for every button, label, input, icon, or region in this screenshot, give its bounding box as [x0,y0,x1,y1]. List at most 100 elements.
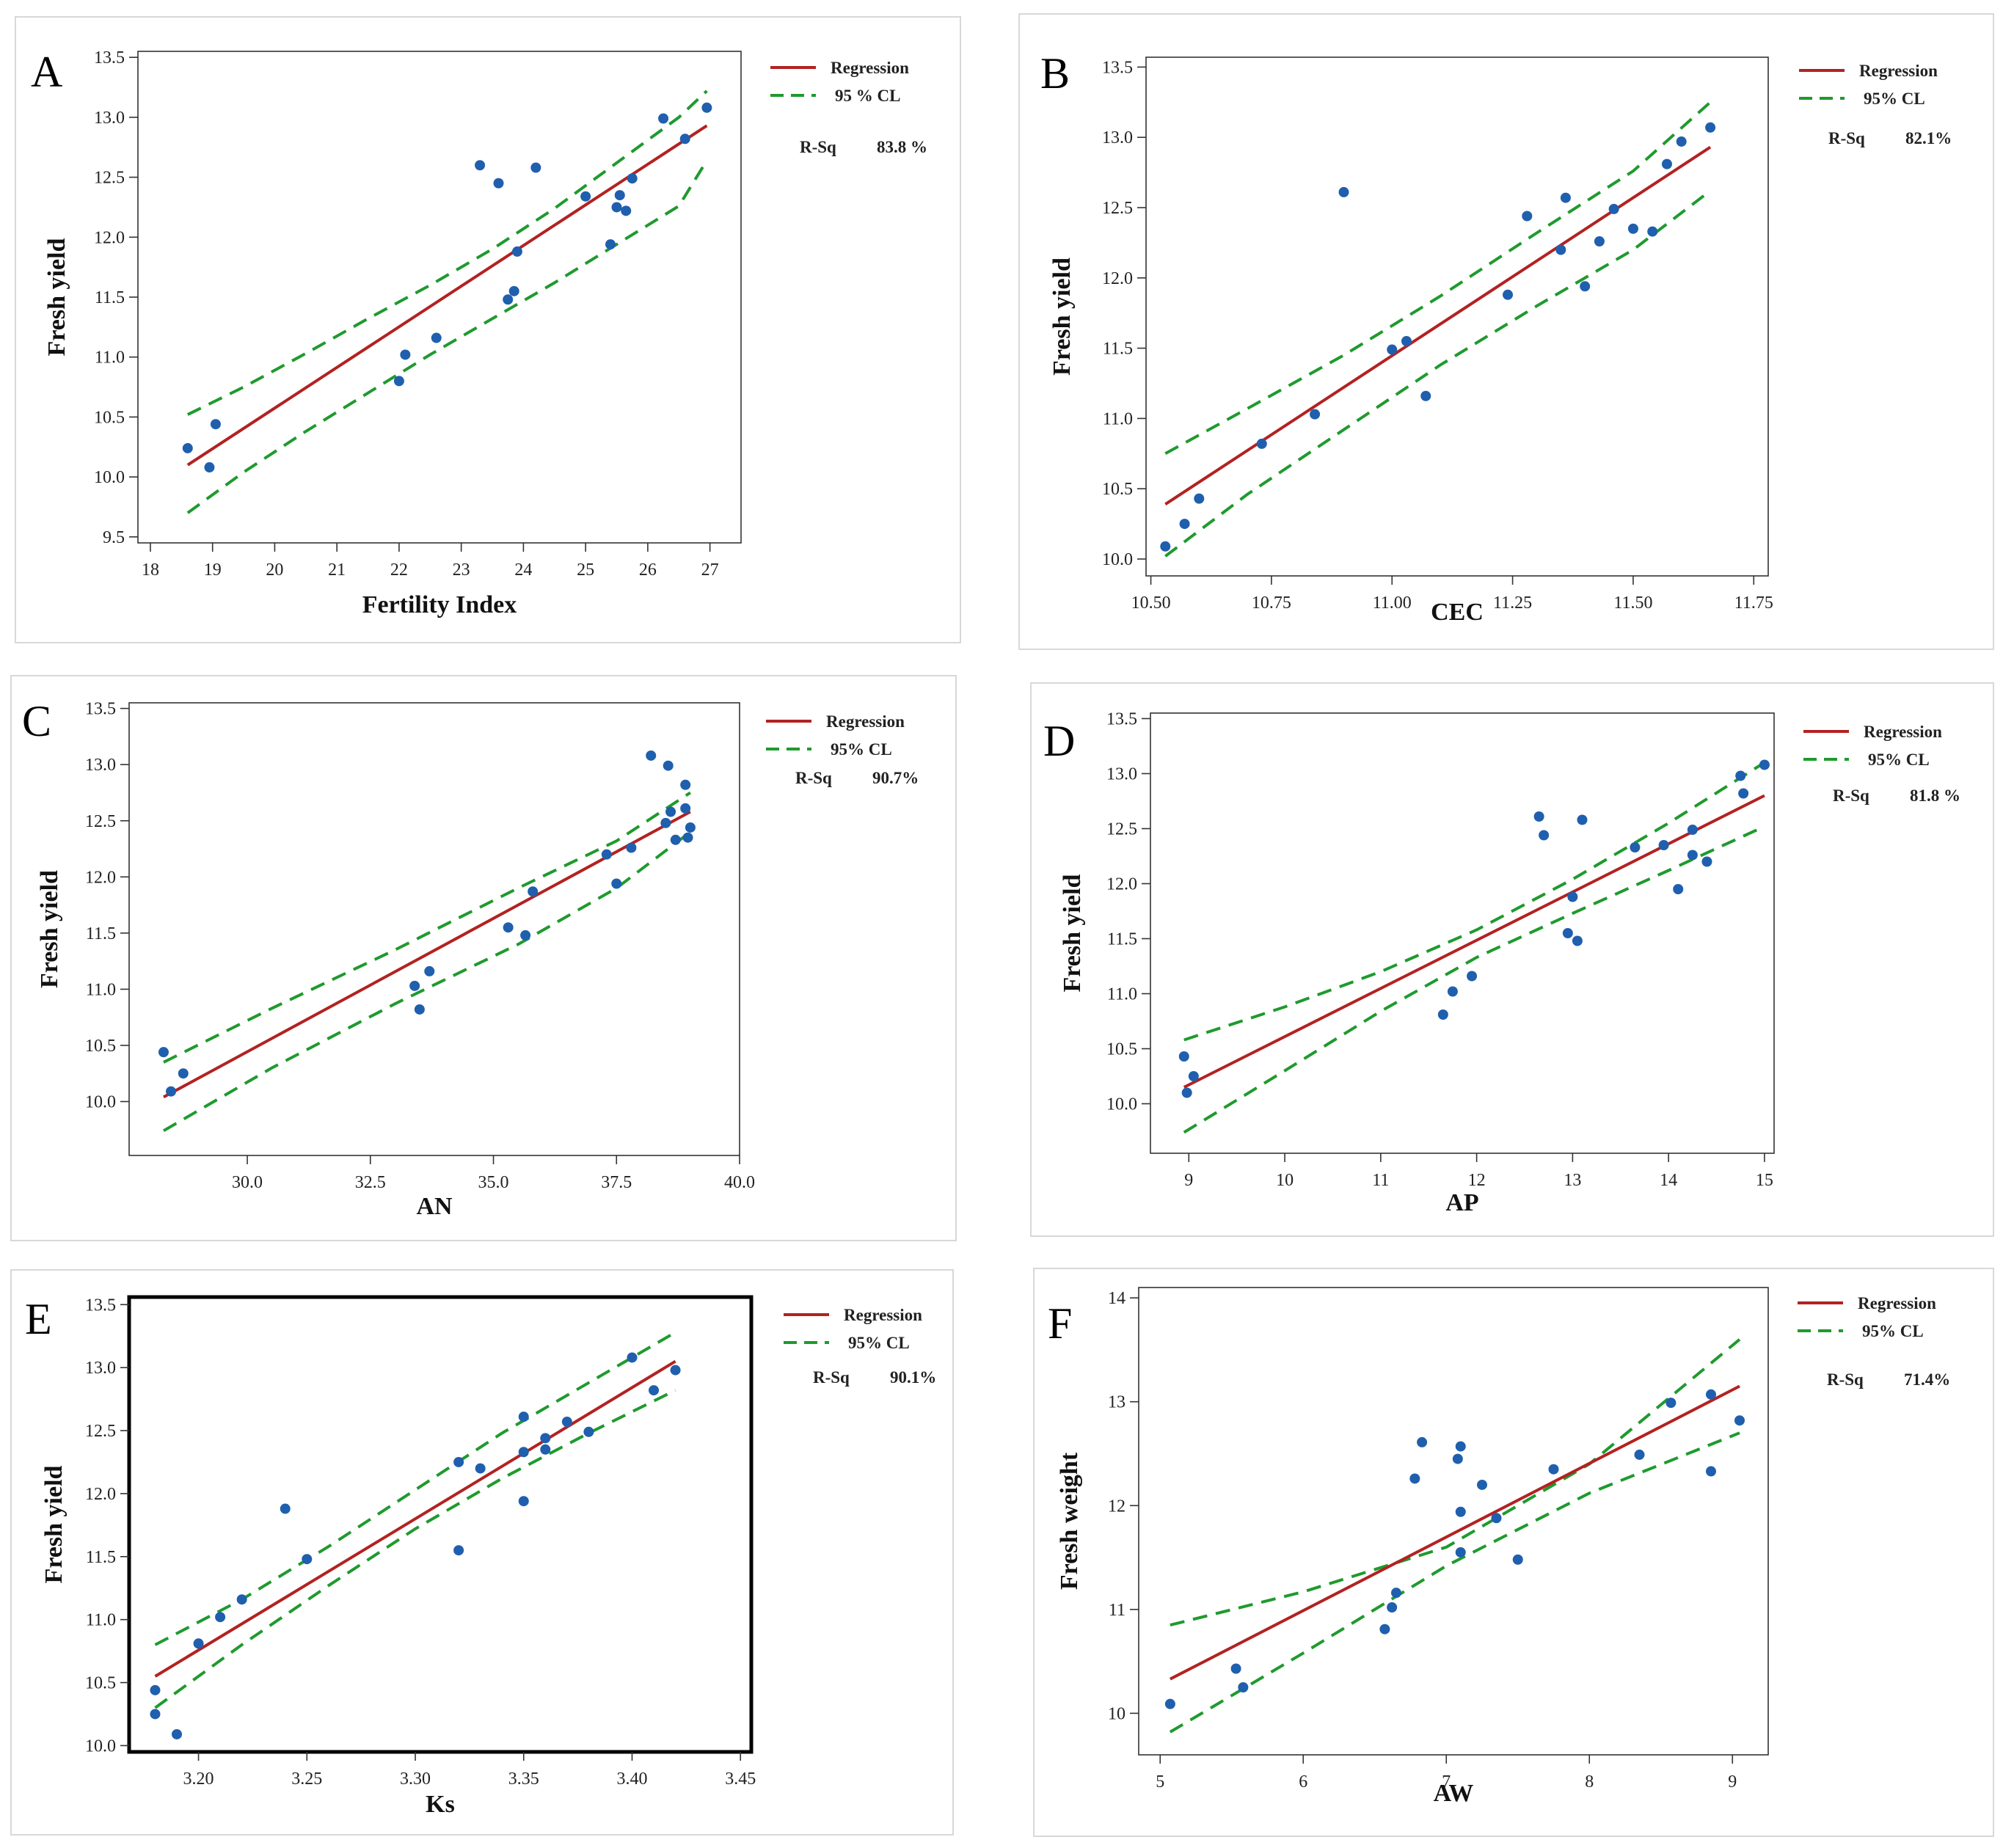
data-point [204,462,215,473]
data-point [236,1594,247,1605]
data-point [540,1433,551,1444]
data-point [1160,541,1171,552]
data-point [530,162,541,173]
data-point [670,834,681,845]
x-tick-label: 32.5 [355,1173,386,1192]
panel-letter-c: C [22,697,51,745]
data-point [621,205,632,216]
x-tick-label: 20 [266,560,283,580]
data-point [1178,1051,1189,1062]
y-tick-label: 13.0 [85,1359,116,1378]
y-tick-label: 12.0 [1106,875,1137,894]
x-tick-label: 40.0 [724,1173,755,1192]
data-point [701,102,712,113]
data-point [670,1365,681,1376]
y-tick-label: 10.0 [94,468,125,487]
regression-line-a [186,124,708,467]
data-point [1706,1466,1716,1477]
data-point [424,965,435,976]
data-point [583,1426,594,1437]
data-point [215,1612,226,1623]
data-point [1594,235,1605,246]
data-point [1577,814,1588,825]
data-point [1401,336,1412,347]
data-point [682,832,693,843]
legend-regression-label-c: Regression [826,712,905,731]
data-point [1387,1602,1398,1613]
x-tick-label: 37.5 [601,1173,632,1192]
x-tick-label: 9 [1184,1171,1193,1190]
data-point [1539,830,1550,841]
y-tick-label: 10.5 [85,1674,116,1693]
data-point [1391,1588,1401,1599]
y-tick-label: 13.5 [94,48,125,67]
data-point [614,190,625,201]
y-tick-label: 13.5 [85,1296,116,1315]
legend-regression-label-a: Regression [831,59,909,77]
y-tick-label: 11.0 [86,980,116,999]
data-point [1647,226,1658,237]
y-tick-label: 11.5 [95,288,125,307]
cl-lower-line-b [1164,189,1712,558]
data-point [475,160,486,171]
x-tick-label: 3.40 [616,1770,647,1789]
y-tick-label: 10.5 [1102,480,1133,499]
data-point [453,1545,464,1556]
x-tick-label: 27 [701,560,719,580]
data-point [685,822,696,833]
data-point [1238,1681,1249,1692]
x-tick-label: 11.00 [1373,594,1412,613]
y-tick-label: 12.5 [1106,820,1137,839]
y-tick-label: 12.0 [85,868,116,887]
x-tick-label: 3.25 [291,1770,322,1789]
data-point [680,779,691,790]
rsq-value-a: 83.8 % [877,138,927,156]
data-point [1759,759,1770,770]
data-point [1503,289,1514,300]
panel-f: F 5 6 7 8 9 10 11 12 13 14 AW Fresh weight Regression… [1048,1287,1950,1807]
legend-cl-label-d: 95% CL [1868,750,1930,769]
data-point [1701,856,1712,867]
data-point [1572,935,1583,946]
panel-letter-d: D [1043,717,1075,765]
data-point [1687,825,1698,835]
data-point [182,442,193,453]
data-point [1455,1506,1466,1517]
x-axis-label-f: AW [1434,1780,1474,1807]
cl-lower-line-d [1183,825,1765,1134]
rsq-label-d: R-Sq [1833,786,1869,805]
plot-frame-c [128,702,740,1156]
y-tick-label: 10.5 [94,408,125,427]
rsq-value-b: 82.1% [1905,129,1952,147]
y-axis-label-f: Fresh weight [1056,1452,1083,1590]
data-point [649,1385,660,1396]
data-point [627,1352,638,1363]
data-point [1194,493,1205,504]
data-point [627,173,638,184]
y-tick-label: 11.5 [1107,930,1137,949]
rsq-value-e: 90.1% [890,1368,936,1387]
data-point [518,1447,529,1458]
x-axis-label-c: AN [416,1193,453,1220]
y-tick-label: 12.0 [1102,269,1133,288]
data-point [1661,158,1672,169]
data-point [660,817,671,828]
x-tick-label: 3.20 [183,1770,214,1789]
data-point [1409,1473,1420,1484]
data-point [178,1068,189,1079]
data-point [1608,203,1619,214]
data-point [150,1709,161,1720]
data-point [453,1456,464,1467]
legend-regression-label-b: Regression [1859,62,1938,80]
data-point [1630,842,1641,852]
data-point [680,803,691,814]
data-point [1738,788,1749,799]
panel-frame-e [10,1269,954,1836]
data-point [626,842,637,853]
x-tick-label: 24 [514,560,532,580]
y-tick-label: 13.5 [85,700,116,719]
data-point [1512,1554,1523,1565]
data-point [1417,1436,1428,1447]
data-point [1522,211,1533,222]
x-tick-label: 22 [390,560,408,580]
